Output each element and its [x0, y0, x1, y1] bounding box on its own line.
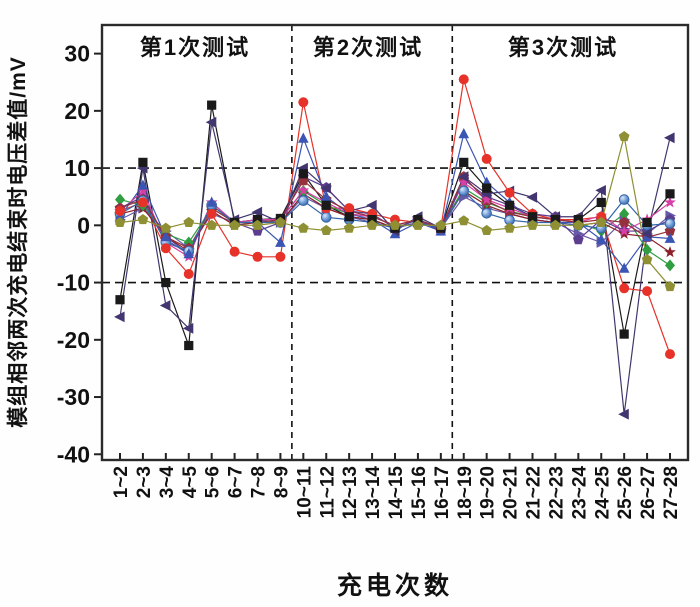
- svg-text:4~5: 4~5: [180, 466, 201, 499]
- svg-text:24~25: 24~25: [592, 466, 613, 520]
- svg-text:26~27: 26~27: [638, 466, 659, 519]
- svg-text:12~13: 12~13: [340, 466, 361, 519]
- svg-text:8~9: 8~9: [271, 466, 292, 498]
- svg-text:16~17: 16~17: [432, 466, 453, 519]
- svg-text:27~28: 27~28: [661, 466, 682, 519]
- svg-text:20~21: 20~21: [501, 466, 522, 520]
- svg-text:3~4: 3~4: [157, 466, 178, 499]
- y-axis-title: 模组相邻两次充电结束时电压差值/mV: [7, 56, 30, 428]
- svg-text:21~22: 21~22: [524, 466, 545, 519]
- svg-text:0: 0: [77, 212, 90, 238]
- svg-text:23~24: 23~24: [569, 466, 590, 520]
- svg-text:6~7: 6~7: [226, 466, 247, 498]
- svg-text:-40: -40: [57, 441, 90, 467]
- svg-text:1~2: 1~2: [111, 466, 132, 498]
- svg-text:15~16: 15~16: [409, 466, 430, 519]
- svg-text:5~6: 5~6: [203, 466, 224, 498]
- x-axis-title: 充电次数: [336, 572, 454, 600]
- region-label-test2: 第2次测试: [312, 35, 424, 60]
- svg-text:18~19: 18~19: [455, 466, 476, 519]
- region-label-test1: 第1次测试: [139, 35, 251, 60]
- svg-text:22~23: 22~23: [546, 466, 567, 519]
- svg-text:20: 20: [64, 98, 90, 124]
- svg-text:-30: -30: [57, 384, 90, 410]
- svg-text:13~14: 13~14: [363, 466, 384, 520]
- region-label-test3: 第3次测试: [507, 35, 619, 60]
- svg-text:-20: -20: [57, 327, 90, 353]
- svg-text:14~15: 14~15: [386, 466, 407, 520]
- svg-text:25~26: 25~26: [615, 466, 636, 519]
- svg-text:11~12: 11~12: [317, 466, 338, 518]
- svg-text:19~20: 19~20: [478, 466, 499, 519]
- svg-text:30: 30: [64, 41, 90, 67]
- svg-text:7~8: 7~8: [249, 466, 270, 498]
- svg-text:-10: -10: [57, 270, 90, 296]
- svg-text:10~11: 10~11: [294, 466, 315, 519]
- svg-text:10: 10: [64, 155, 90, 181]
- svg-text:2~3: 2~3: [134, 466, 155, 498]
